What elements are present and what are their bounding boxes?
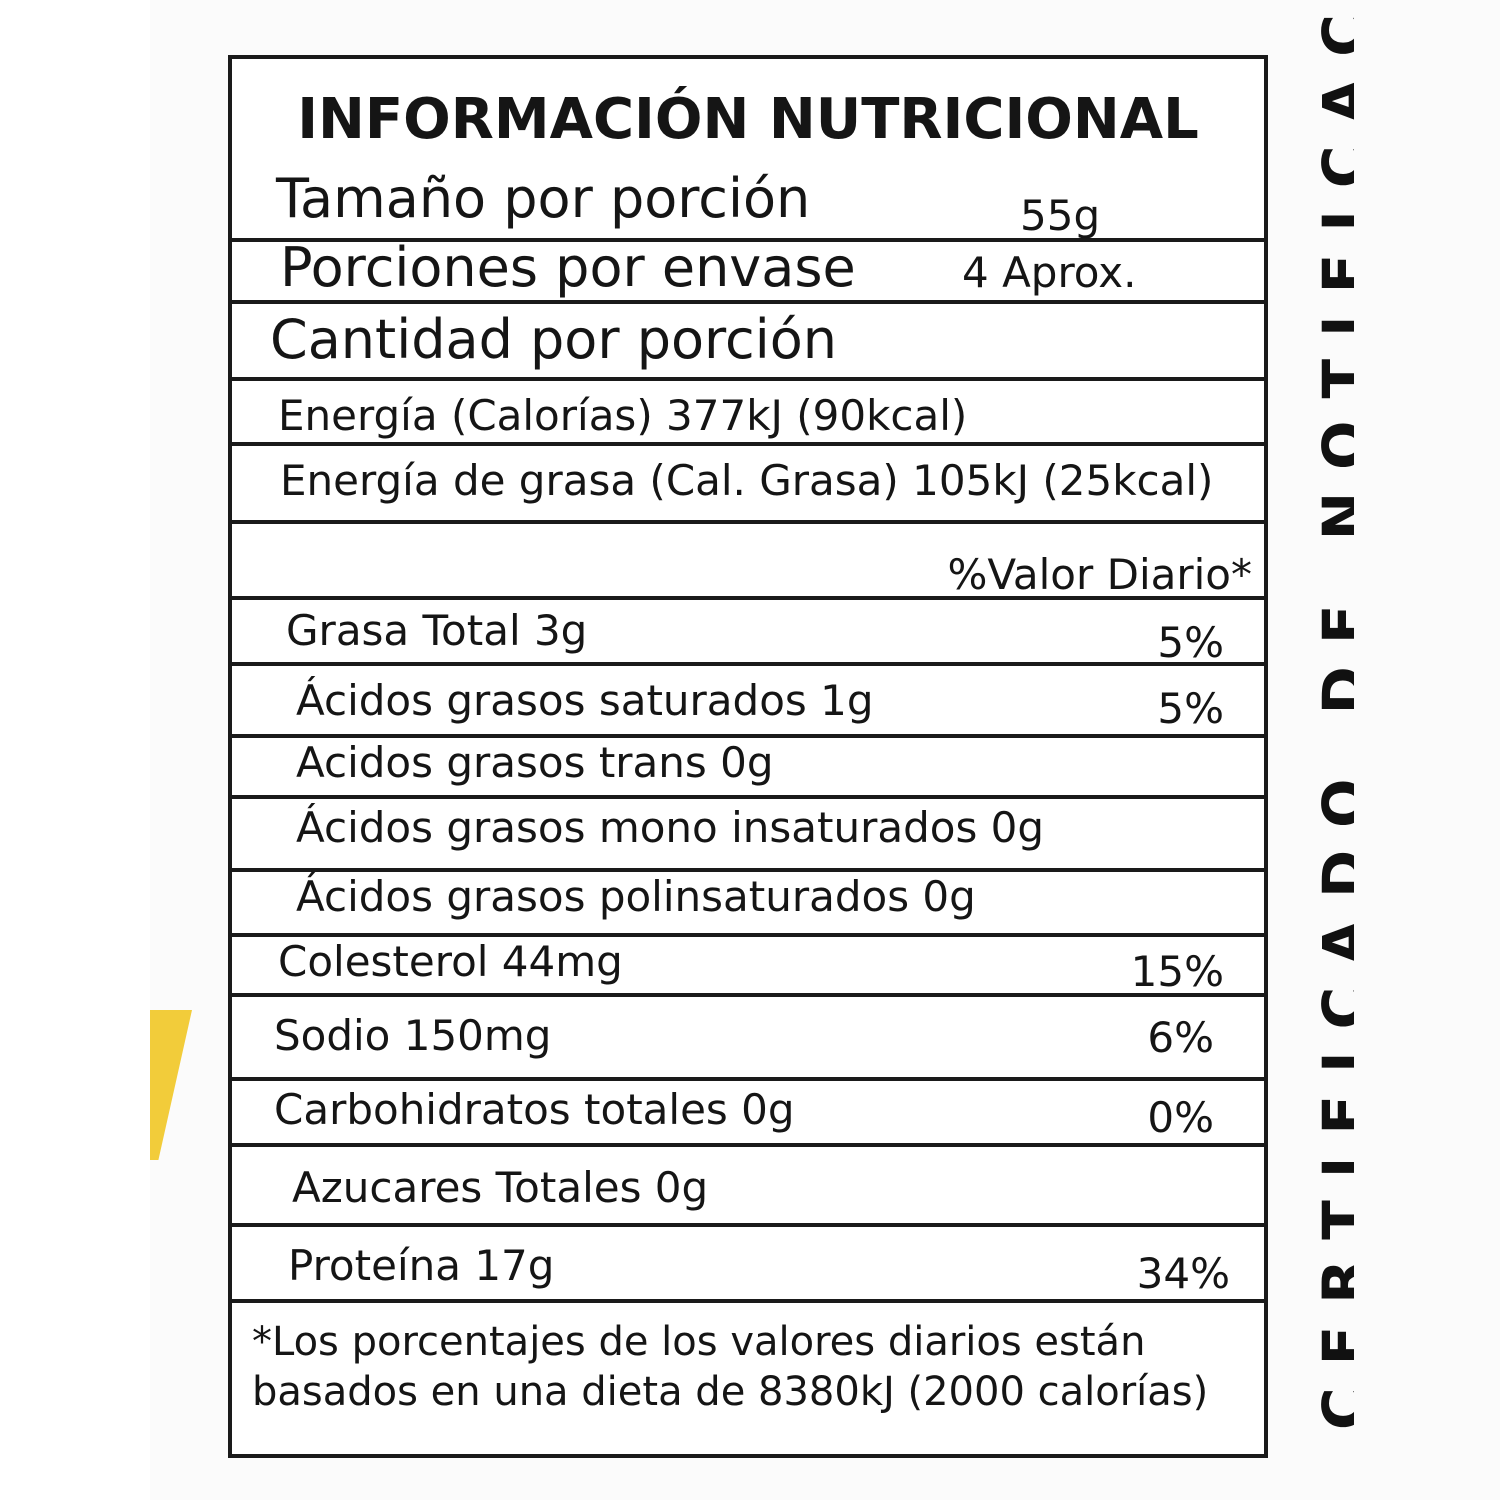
serving-size-value: 55g — [1020, 191, 1101, 240]
servings-row: Porciones por envase 4 Aprox. — [232, 236, 1264, 304]
nutrient-row: Acidos grasos trans 0g — [232, 738, 1264, 799]
nutrient-pct: 34% — [1136, 1249, 1230, 1298]
energy-text: Energía (Calorías) 377kJ (90kcal) — [278, 391, 968, 440]
footnote-line: basados en una dieta de 8380kJ (2000 cal… — [252, 1369, 1209, 1415]
header-row: INFORMACIÓN NUTRICIONAL Tamaño por porci… — [232, 59, 1264, 242]
label-title: INFORMACIÓN NUTRICIONAL — [297, 87, 1199, 152]
nutrition-facts-label: INFORMACIÓN NUTRICIONAL Tamaño por porci… — [228, 55, 1268, 1458]
nutrient-pct: 5% — [1157, 684, 1224, 733]
daily-value-header-row: %Valor Diario* — [232, 524, 1264, 600]
nutrient-label: Acidos grasos trans 0g — [296, 738, 774, 787]
nutrient-label: Ácidos grasos mono insaturados 0g — [296, 803, 1045, 852]
nutrient-pct: 15% — [1130, 947, 1224, 996]
nutrient-row: Colesterol 44mg 15% — [232, 937, 1264, 997]
daily-value-header: %Valor Diario* — [947, 550, 1252, 599]
servings-label: Porciones por envase — [280, 236, 856, 299]
nutrient-row: Ácidos grasos mono insaturados 0g — [232, 799, 1264, 872]
fat-energy-row: Energía de grasa (Cal. Grasa) 105kJ (25k… — [232, 446, 1264, 524]
servings-value: 4 Aprox. — [962, 248, 1137, 297]
side-certificate-text: CERTIFICADO DE NOTIFICACIÓN — [1310, 0, 1378, 1430]
nutrient-row: Proteína 17g 34% — [232, 1227, 1264, 1303]
footnote-line: *Los porcentajes de los valores diarios … — [252, 1319, 1146, 1365]
nutrient-row: Carbohidratos totales 0g 0% — [232, 1081, 1264, 1147]
amount-per-serving: Cantidad por porción — [270, 308, 837, 371]
nutrient-label: Azucares Totales 0g — [292, 1163, 709, 1212]
serving-size-label: Tamaño por porción — [276, 167, 811, 230]
nutrient-pct: 5% — [1157, 618, 1224, 667]
nutrient-row: Azucares Totales 0g — [232, 1147, 1264, 1227]
nutrient-label: Carbohidratos totales 0g — [274, 1085, 795, 1134]
nutrient-label: Colesterol 44mg — [278, 937, 623, 986]
nutrient-label: Ácidos grasos polinsaturados 0g — [296, 872, 976, 921]
nutrient-label: Proteína 17g — [288, 1241, 555, 1290]
yellow-graphic — [150, 1010, 192, 1160]
nutrient-label: Grasa Total 3g — [286, 606, 588, 655]
nutrient-row: Ácidos grasos polinsaturados 0g — [232, 872, 1264, 937]
fat-energy-text: Energía de grasa (Cal. Grasa) 105kJ (25k… — [280, 456, 1214, 505]
nutrient-row: Ácidos grasos saturados 1g 5% — [232, 666, 1264, 738]
nutrient-label: Sodio 150mg — [274, 1011, 552, 1060]
background-packaging — [0, 0, 150, 1500]
amount-row: Cantidad por porción — [232, 304, 1264, 381]
energy-row: Energía (Calorías) 377kJ (90kcal) — [232, 381, 1264, 446]
nutrient-pct: 0% — [1147, 1093, 1214, 1142]
nutrient-label: Ácidos grasos saturados 1g — [296, 676, 874, 725]
nutrient-row: Sodio 150mg 6% — [232, 997, 1264, 1081]
nutrient-pct: 6% — [1147, 1013, 1214, 1062]
nutrient-row: Grasa Total 3g 5% — [232, 600, 1264, 667]
